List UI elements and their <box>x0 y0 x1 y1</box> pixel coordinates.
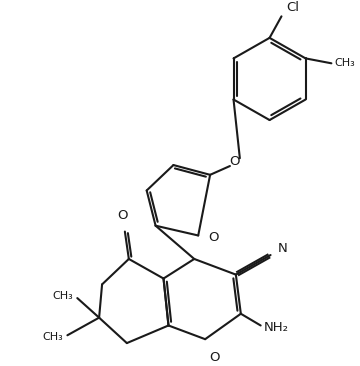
Text: CH₃: CH₃ <box>43 332 63 342</box>
Text: O: O <box>209 351 220 364</box>
Text: O: O <box>118 209 128 222</box>
Text: CH₃: CH₃ <box>53 291 73 301</box>
Text: O: O <box>208 231 219 244</box>
Text: NH₂: NH₂ <box>264 321 289 334</box>
Text: Cl: Cl <box>287 1 300 14</box>
Text: N: N <box>278 242 287 255</box>
Text: O: O <box>230 154 240 168</box>
Text: CH₃: CH₃ <box>334 58 355 68</box>
